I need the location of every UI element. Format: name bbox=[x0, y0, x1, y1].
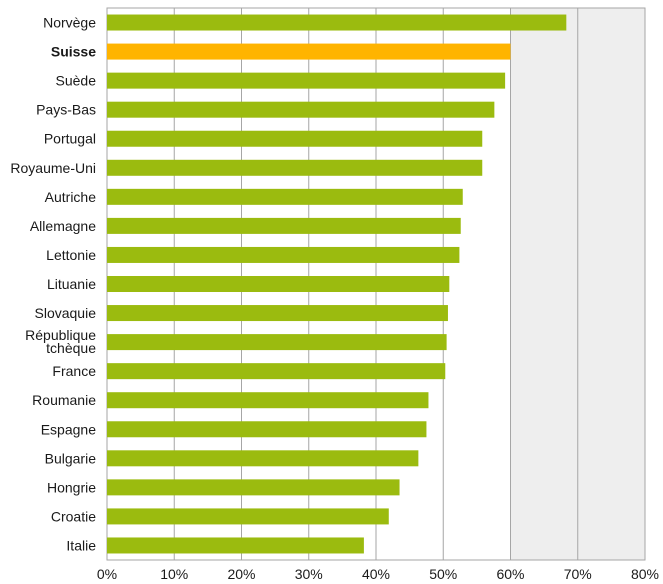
bar bbox=[107, 14, 567, 31]
category-label: Roumanie bbox=[32, 392, 96, 408]
category-label: France bbox=[52, 363, 96, 379]
category-label: Croatie bbox=[51, 508, 96, 524]
category-label: Hongrie bbox=[47, 479, 96, 495]
bar bbox=[107, 508, 389, 525]
category-label: Autriche bbox=[45, 189, 97, 205]
bar bbox=[107, 392, 429, 409]
bar bbox=[107, 217, 461, 234]
category-label: Italie bbox=[66, 537, 96, 553]
category-label: Lettonie bbox=[46, 247, 96, 263]
bar bbox=[107, 363, 446, 380]
bar-highlight bbox=[107, 43, 511, 60]
x-tick-label: 70% bbox=[564, 566, 592, 582]
bar bbox=[107, 101, 495, 118]
bar bbox=[107, 276, 450, 292]
x-tick-label: 80% bbox=[631, 566, 659, 582]
bar bbox=[107, 72, 506, 89]
bar bbox=[107, 537, 364, 554]
bar bbox=[107, 130, 483, 147]
category-label: Allemagne bbox=[30, 218, 96, 234]
category-label: Suède bbox=[56, 73, 97, 89]
category-label: Royaume-Uni bbox=[10, 160, 96, 176]
category-label: Portugal bbox=[44, 131, 96, 147]
category-label: République tchèque bbox=[25, 327, 96, 356]
x-tick-label: 50% bbox=[429, 566, 457, 582]
category-label: Slovaquie bbox=[35, 305, 97, 321]
x-tick-label: 0% bbox=[97, 566, 117, 582]
category-label: Bulgarie bbox=[45, 450, 97, 466]
bar bbox=[107, 305, 448, 322]
bar bbox=[107, 450, 419, 467]
x-tick-label: 20% bbox=[227, 566, 255, 582]
x-tick-label: 60% bbox=[496, 566, 524, 582]
bar bbox=[107, 188, 463, 205]
x-tick-label: 40% bbox=[362, 566, 390, 582]
bar bbox=[107, 246, 460, 263]
bar bbox=[107, 479, 400, 496]
category-label: Lituanie bbox=[47, 276, 96, 292]
category-label: Suisse bbox=[51, 44, 96, 60]
category-label: Espagne bbox=[41, 421, 96, 437]
x-tick-label: 30% bbox=[295, 566, 323, 582]
bar bbox=[107, 334, 447, 351]
category-label: Norvège bbox=[43, 15, 96, 31]
bar bbox=[107, 421, 427, 438]
bar bbox=[107, 159, 483, 176]
x-tick-label: 10% bbox=[160, 566, 188, 582]
category-label: Pays-Bas bbox=[36, 102, 96, 118]
